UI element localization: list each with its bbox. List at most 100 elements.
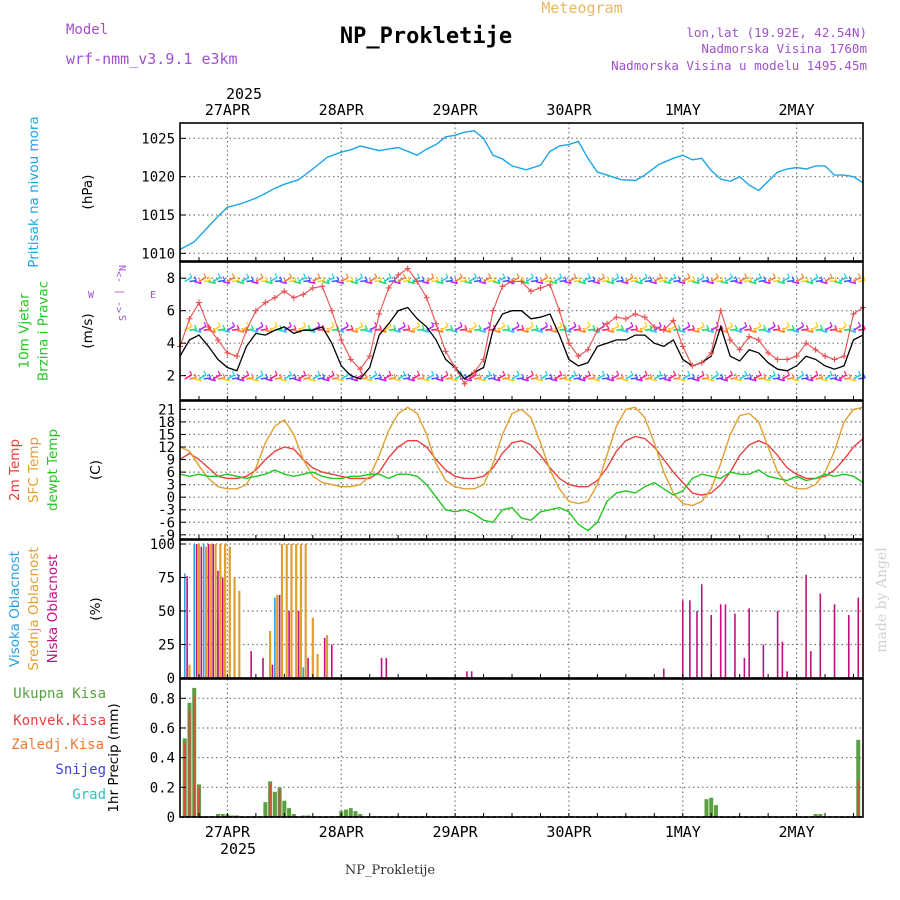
wind-dir-s: S <box>118 315 129 321</box>
wind-barb-1-105 <box>682 325 691 331</box>
wind-barb-1-118 <box>744 328 752 331</box>
wind-barb-tip-0-6 <box>217 370 221 376</box>
data-layer <box>177 129 866 818</box>
wind-barb-1-119 <box>748 329 757 333</box>
wind-barb-tip-2-133 <box>820 276 824 281</box>
wind-barb-0-70 <box>516 377 524 380</box>
wind-barb-2-113 <box>720 280 728 285</box>
wind-barb-2-85 <box>587 279 596 283</box>
wind-barb-2-62 <box>478 280 487 285</box>
wind-barb-0-37 <box>360 377 368 380</box>
wind-barb-tip-1-135 <box>829 321 833 327</box>
wind-barb-tip-0-139 <box>848 373 852 379</box>
wind-barb-tip-0-73 <box>535 373 539 379</box>
precip-bar-14 <box>287 808 292 817</box>
wind-barb-tip-1-79 <box>563 324 567 330</box>
wind-barb-2-53 <box>435 280 444 285</box>
wind-barb-2-17 <box>265 280 273 285</box>
wind-barb-2-110 <box>706 280 714 285</box>
ytick-temperature-4: 3 <box>167 478 175 494</box>
wind-barb-2-133 <box>815 279 823 283</box>
wind-barb-2-98 <box>649 280 657 285</box>
wind-barb-0-81 <box>568 374 577 380</box>
wind-barb-1-135 <box>824 325 833 331</box>
series-line-temperature-2 <box>179 469 864 532</box>
wind-barb-tip-1-61 <box>478 324 482 330</box>
wind-barb-0-26 <box>307 378 316 382</box>
wind-barb-tip-1-123 <box>772 321 776 327</box>
wind-barb-tip-0-82 <box>578 373 582 379</box>
wind-barb-2-136 <box>829 279 837 283</box>
wind-barb-tip-0-46 <box>407 373 411 379</box>
wind-barb-tip-0-19 <box>279 373 283 379</box>
cloud-bar-2-28 <box>734 613 736 678</box>
gust-marker-5 <box>224 349 231 356</box>
gust-marker-53 <box>679 343 686 350</box>
ytick-pressure-1: 1015 <box>141 208 175 224</box>
wind-barb-1-96 <box>639 325 648 331</box>
precip-conv-bar-0 <box>183 742 186 817</box>
wind-barb-0-94 <box>630 377 638 380</box>
wind-barb-2-55 <box>445 279 453 283</box>
wind-barb-0-85 <box>587 377 596 380</box>
wind-barb-0-35 <box>350 378 358 382</box>
wind-barb-0-71 <box>521 378 529 382</box>
cloud-bar-2-25 <box>710 615 713 678</box>
wind-barb-tip-2-28 <box>322 276 326 281</box>
wind-barb-tip-2-25 <box>307 276 311 281</box>
wind-barb-tip-2-118 <box>748 276 752 281</box>
wind-barb-2-86 <box>592 280 600 285</box>
wind-barb-2-87 <box>596 276 605 283</box>
wind-barb-tip-2-123 <box>772 273 776 278</box>
wind-barb-tip-0-24 <box>303 370 307 376</box>
wind-barb-tip-2-61 <box>478 276 482 281</box>
wind-barb-tip-1-108 <box>701 321 705 327</box>
wind-barb-2-120 <box>753 276 762 283</box>
wind-barb-1-45 <box>397 325 406 331</box>
gust-marker-39 <box>546 281 553 288</box>
wind-barb-tip-2-135 <box>829 273 833 278</box>
wind-barb-0-92 <box>620 378 629 382</box>
wind-barb-tip-0-120 <box>758 370 762 376</box>
gust-marker-4 <box>214 336 221 343</box>
ytick-clouds-1: 25 <box>158 638 175 654</box>
wind-barb-tip-0-102 <box>672 370 677 376</box>
wind-barb-1-84 <box>582 325 591 331</box>
wind-barb-0-80 <box>563 378 572 382</box>
wind-barb-tip-1-7 <box>222 324 226 330</box>
wind-barb-2-104 <box>677 280 686 285</box>
wind-barb-tip-2-90 <box>616 273 620 278</box>
wind-barb-tip-0-88 <box>606 373 610 379</box>
wind-barb-2-115 <box>730 279 738 283</box>
wind-barb-2-27 <box>312 276 321 283</box>
wind-barb-1-136 <box>829 328 837 331</box>
wind-barb-0-122 <box>763 378 771 382</box>
precip-legend-4: Grad <box>72 787 106 803</box>
wind-barb-tip-0-15 <box>260 370 264 376</box>
wind-barb-0-54 <box>440 374 449 380</box>
wind-barb-0-60 <box>468 374 477 380</box>
gust-marker-25 <box>414 278 421 285</box>
wind-barb-1-104 <box>677 329 686 333</box>
wind-barb-tip-0-13 <box>250 373 254 379</box>
cloud-bar-1-11 <box>276 594 279 678</box>
wind-barb-0-102 <box>668 374 676 380</box>
wind-barb-1-22 <box>288 328 297 331</box>
wind-barb-2-7 <box>217 279 226 283</box>
ytick-temperature-6: 9 <box>167 453 175 469</box>
wind-barb-1-91 <box>616 328 624 331</box>
wind-barb-tip-0-124 <box>777 373 781 379</box>
location-altitude: Nadmorska Visina 1760m <box>701 41 867 56</box>
wind-barb-0-62 <box>478 378 487 382</box>
wind-barb-1-124 <box>772 328 780 331</box>
cloud-bar-2-4 <box>212 544 215 678</box>
gust-marker-32 <box>480 356 487 363</box>
gust-marker-40 <box>556 307 563 314</box>
year-label-bottom: 2025 <box>220 840 256 858</box>
wind-barb-tip-2-136 <box>834 276 838 281</box>
wind-barb-tip-0-45 <box>402 370 406 376</box>
wind-barb-tip-0-64 <box>492 373 496 379</box>
wind-barb-1-1 <box>189 328 197 331</box>
wind-barb-tip-0-87 <box>601 370 605 376</box>
wind-barb-1-115 <box>730 328 738 331</box>
